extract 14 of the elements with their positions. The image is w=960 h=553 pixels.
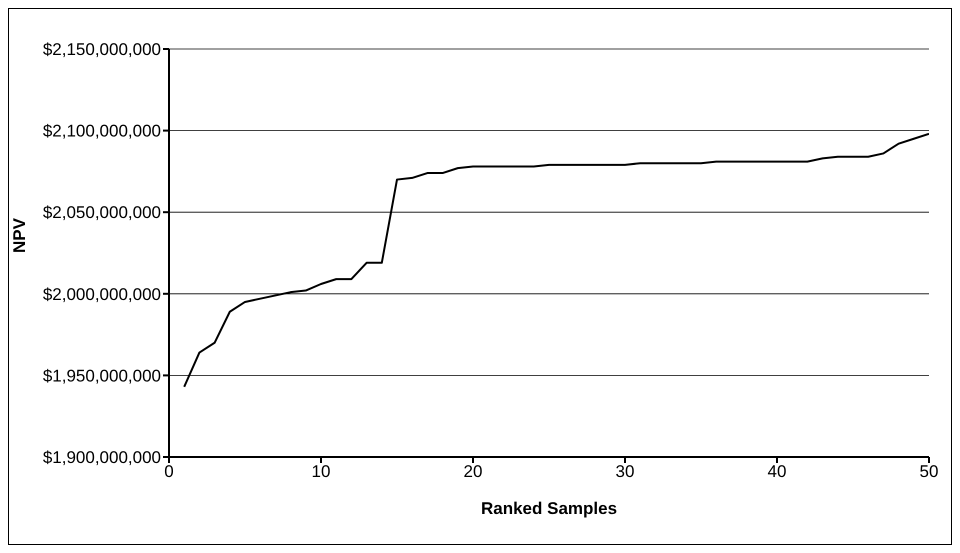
x-tick-label: 40 (768, 462, 786, 482)
x-tick-label: 20 (464, 462, 482, 482)
x-tick-label: 30 (616, 462, 634, 482)
y-tick-label: $2,050,000,000 (42, 203, 161, 222)
y-tick-label: $2,150,000,000 (42, 40, 161, 60)
x-tick-label: 0 (164, 462, 174, 482)
y-tick-label: $2,000,000,000 (42, 284, 161, 304)
y-axis-title: NPV (10, 217, 30, 253)
x-tick-label: 50 (920, 462, 938, 482)
y-tick-label: $1,900,000,000 (42, 448, 161, 468)
x-axis-title: Ranked Samples (480, 499, 618, 518)
y-tick-label: $1,950,000,000 (42, 366, 161, 386)
x-tick-label: 10 (312, 462, 330, 482)
y-tick-label: $2,100,000,000 (42, 122, 161, 141)
